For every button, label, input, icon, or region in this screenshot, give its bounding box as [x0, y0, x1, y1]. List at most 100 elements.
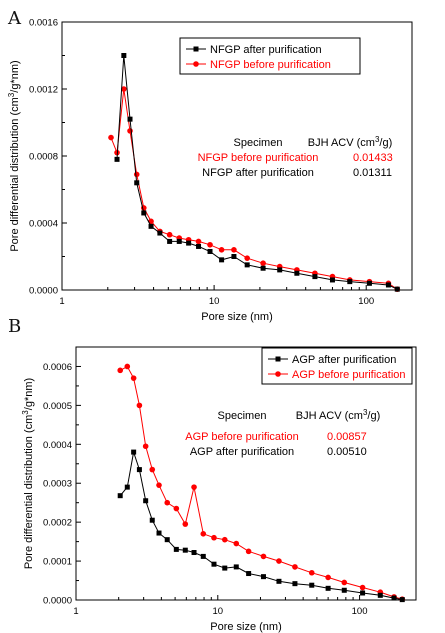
data-point [221, 536, 228, 543]
data-point [276, 578, 282, 584]
y-tick-label: 0.0005 [43, 401, 72, 412]
x-tick-label: 10 [212, 606, 223, 617]
data-point [149, 517, 155, 523]
y-tick-label: 0.0012 [29, 85, 58, 96]
y-tick-label: 0.0002 [43, 518, 72, 529]
data-point [391, 595, 397, 601]
annotation-table: Specimen BJH ACV (cm3/g) AGP before purifi… [185, 408, 380, 459]
legend-box [179, 37, 361, 75]
table-row-specimen: AGP after purification [190, 446, 294, 458]
data-point [244, 255, 250, 261]
data-point [191, 550, 197, 556]
data-point [117, 367, 124, 374]
y-tick-label: 0.0000 [43, 596, 72, 607]
data-point [195, 238, 202, 245]
data-point [131, 449, 137, 455]
legend: AGP after purification AGP before purific… [261, 347, 413, 385]
data-point [218, 247, 225, 253]
data-point [156, 530, 162, 536]
y-tick-label: 0.0003 [43, 479, 72, 490]
data-point [325, 574, 331, 581]
legend-label: NFGP after purification [210, 44, 322, 56]
y-tick-label: 0.0016 [29, 18, 58, 29]
x-axis-label: Pore size (nm) [210, 621, 282, 633]
data-point [191, 484, 197, 490]
data-point [143, 498, 149, 504]
data-point [246, 571, 252, 577]
data-point [329, 277, 335, 283]
data-point [114, 156, 120, 162]
table-row-specimen: NFGP after purification [202, 167, 314, 179]
annotation-table: Specimen BJH ACV (cm3/g) NFGP before purif… [198, 135, 393, 180]
data-point [157, 230, 163, 236]
data-point [341, 587, 347, 593]
data-point [341, 579, 348, 586]
data-point [164, 499, 171, 506]
data-point [156, 482, 162, 488]
data-point [207, 248, 213, 254]
data-point [233, 540, 240, 547]
data-point [167, 238, 173, 244]
legend: NFGP after purification NFGP before purif… [179, 37, 361, 75]
data-point [133, 171, 140, 178]
data-point [325, 585, 331, 591]
y-tick-label: 0.0000 [29, 286, 58, 297]
series-0 [114, 53, 400, 292]
legend-label: NFGP before purification [210, 59, 331, 71]
data-point [260, 260, 266, 267]
data-point [308, 569, 315, 576]
data-point [173, 505, 180, 512]
data-point [196, 243, 202, 249]
x-tick-label: 100 [352, 606, 368, 617]
series-line [119, 451, 403, 601]
x-tick-label: 1 [73, 606, 78, 617]
legend-marker [275, 356, 281, 362]
data-point [277, 267, 283, 273]
series-line [119, 365, 403, 600]
y-tick-label: 0.0004 [29, 219, 58, 230]
legend-marker [275, 371, 281, 377]
table-row-value: 0.00510 [327, 446, 367, 458]
data-point [231, 247, 237, 253]
data-point [136, 467, 142, 473]
x-tick-label: 1 [59, 296, 64, 307]
panel-letter: B [8, 316, 21, 337]
data-point [124, 363, 131, 370]
data-point [385, 282, 391, 288]
data-point [176, 238, 182, 244]
data-point [166, 231, 173, 238]
data-point [148, 223, 154, 229]
table-row-specimen: NFGP before purification [198, 152, 319, 164]
data-point [399, 597, 405, 603]
data-point [233, 564, 239, 570]
y-tick-label: 0.0006 [43, 362, 72, 373]
data-point [207, 241, 213, 248]
panel-letter: A [7, 8, 22, 29]
table-row-value: 0.01311 [353, 167, 392, 179]
data-point [200, 531, 207, 537]
y-tick-label: 0.0004 [43, 440, 72, 451]
y-tick-label: 0.0008 [29, 152, 58, 163]
y-axis-label: Pore differential distribution (cm3/g*nm… [21, 378, 36, 569]
data-point [245, 548, 252, 555]
series-line [116, 55, 398, 290]
data-point [359, 584, 366, 591]
data-point [136, 402, 143, 409]
table-row-specimen: AGP before purification [185, 431, 299, 443]
data-point [211, 534, 217, 541]
legend-label: AGP before purification [292, 369, 406, 381]
table-header-acv: BJH ACV (cm3/g) [308, 135, 393, 150]
data-point [276, 558, 282, 564]
plot-frame [75, 346, 417, 601]
data-point [377, 592, 383, 598]
table-row-value: 0.01433 [353, 152, 393, 164]
x-tick-label: 10 [209, 296, 220, 307]
data-point [211, 561, 217, 567]
data-point [347, 279, 353, 285]
y-tick-label: 0.0001 [43, 557, 72, 568]
legend-marker [193, 61, 199, 67]
data-point [127, 128, 133, 134]
legend-label: AGP after purification [292, 354, 396, 366]
table-row-value: 0.00857 [327, 431, 367, 443]
